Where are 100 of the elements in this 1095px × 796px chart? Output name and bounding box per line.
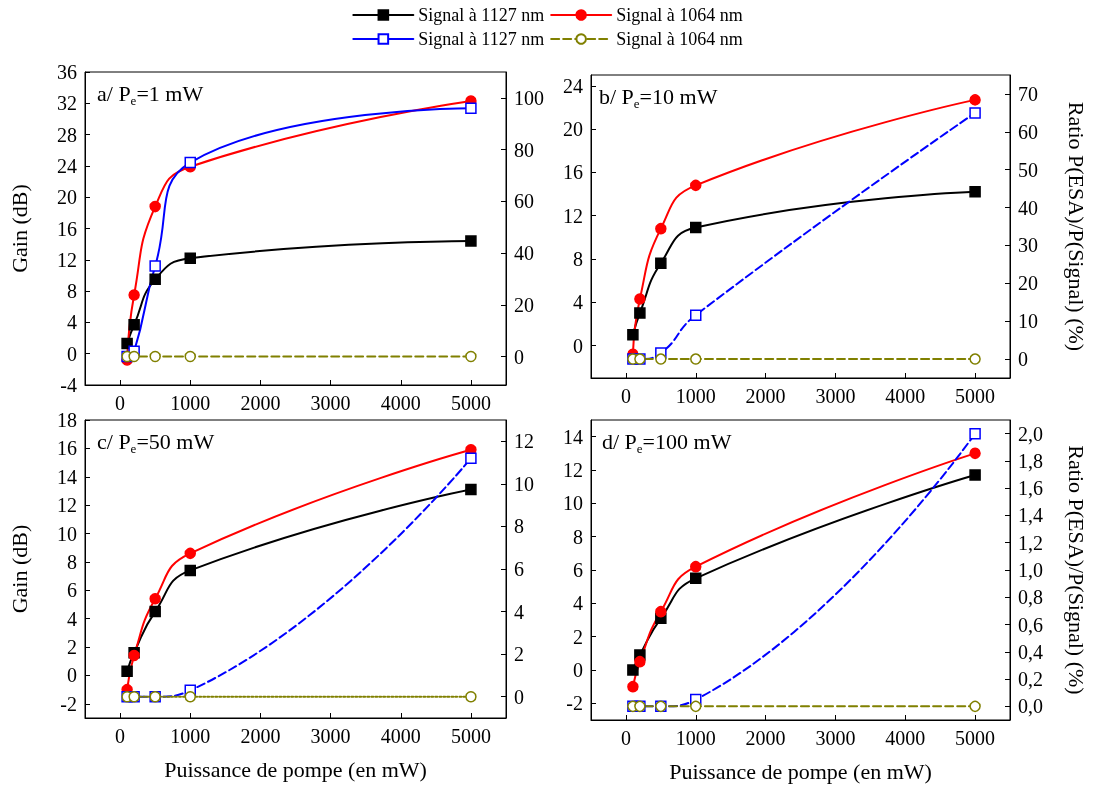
y-tick-label: 4 [67, 311, 77, 334]
y-tick-label: -4 [60, 374, 77, 396]
y-tick-label: 18 [57, 409, 77, 431]
x-tick-label: 4000 [885, 385, 926, 407]
y-tick-label: 16 [57, 217, 77, 240]
x-tick-label: 1000 [170, 725, 211, 747]
y2-tick-label: 8 [514, 515, 524, 538]
y-tick-label: 20 [563, 118, 583, 141]
x-tick-label: 0 [620, 727, 631, 749]
y-tick-label: 0 [67, 342, 77, 365]
y2-tick-label: 0,2 [1018, 668, 1043, 691]
x-tick-label: 0 [115, 392, 126, 414]
legend-label: Signal à 1064 nm [616, 29, 743, 49]
x-tick-label: 5000 [955, 385, 996, 407]
y-tick-label: 32 [57, 92, 77, 115]
y-tick-label: 14 [563, 425, 583, 448]
y2-tick-label: 0 [514, 345, 524, 368]
y-tick-label: 0 [573, 334, 583, 357]
y2-tick-label: 20 [514, 293, 534, 316]
y2-tick-label: 4 [514, 600, 524, 623]
y-tick-label: 4 [573, 291, 583, 314]
y2-tick-label: 1,0 [1018, 559, 1043, 581]
y2-tick-label: 50 [1018, 158, 1038, 181]
x-tick-label: 5000 [955, 727, 996, 749]
y2-tick-label: 1,2 [1018, 531, 1043, 554]
y2-tick-label: 6 [514, 558, 524, 580]
x-tick-label: 2000 [745, 385, 786, 407]
y2-tick-label: 60 [1018, 120, 1038, 143]
y2-tick-label: 0 [1018, 348, 1028, 371]
y-tick-label: 20 [57, 186, 77, 209]
y-tick-label: 2 [67, 636, 77, 659]
x-tick-label: 1000 [675, 727, 716, 749]
y-tick-label: 0 [67, 664, 77, 687]
x-tick-label: 5000 [450, 725, 491, 747]
x-tick-label: 4000 [885, 727, 926, 749]
y-axis-title: Gain (dB) [6, 524, 32, 614]
y-tick-label: 12 [57, 248, 77, 271]
y-tick-label: 12 [563, 204, 583, 227]
y2-tick-label: 2 [514, 643, 524, 666]
y-tick-label: 10 [563, 492, 583, 515]
y2-tick-label: 12 [514, 430, 534, 453]
x-axis-title: Puissance de pompe (en mW) [164, 756, 427, 782]
y2-tick-label: 0,4 [1018, 640, 1043, 663]
y-tick-label: 8 [573, 247, 583, 270]
y2-tick-label: 2,0 [1018, 422, 1043, 445]
y2-tick-label: 1,4 [1018, 504, 1043, 527]
y2-tick-label: 30 [1018, 234, 1038, 257]
x-tick-label: 3000 [310, 725, 351, 747]
y-tick-label: 8 [67, 280, 77, 303]
x-tick-label: 3000 [815, 727, 856, 749]
y-tick-label: 16 [563, 161, 583, 184]
x-tick-label: 0 [620, 385, 631, 407]
x-tick-label: 4000 [380, 392, 421, 414]
y-tick-label: 6 [573, 559, 583, 581]
x-tick-label: 0 [115, 725, 126, 747]
y-tick-label: 6 [67, 579, 77, 602]
y2-tick-label: 80 [514, 138, 534, 161]
y-tick-label: 14 [57, 465, 77, 488]
y-tick-label: 10 [57, 522, 77, 545]
x-tick-label: 3000 [310, 392, 351, 414]
y-tick-label: 28 [57, 123, 77, 146]
x-tick-label: 2000 [240, 725, 281, 747]
y2-tick-label: 0 [514, 685, 524, 708]
y-tick-label: -2 [60, 692, 77, 715]
y2-tick-label: 0,8 [1018, 586, 1043, 609]
y-tick-label: 4 [573, 592, 583, 615]
y-tick-label: 16 [57, 437, 77, 460]
y-tick-label: 0 [573, 659, 583, 681]
y-tick-label: -2 [566, 692, 583, 715]
legend-label: Signal à 1064 nm [616, 5, 743, 25]
y2-tick-label: 10 [514, 472, 534, 495]
y2-tick-label: 0,0 [1018, 695, 1043, 718]
y2-tick-label: 40 [514, 242, 534, 265]
y2-tick-label: 0,6 [1018, 613, 1043, 636]
x-axis-title: Puissance de pompe (en mW) [669, 758, 932, 784]
x-tick-label: 4000 [380, 725, 421, 747]
y-tick-label: 12 [563, 459, 583, 481]
y-axis-title: Gain (dB) [6, 184, 32, 273]
y-tick-label: 8 [573, 525, 583, 548]
x-tick-label: 2000 [240, 392, 281, 414]
y2-tick-label: 10 [1018, 310, 1038, 333]
y-tick-label: 24 [563, 74, 583, 97]
y-tick-label: 24 [57, 154, 77, 177]
y2-axis-title: Ratio P(ESA)/P(Signal) (%) [1063, 445, 1089, 695]
y2-tick-label: 70 [1018, 82, 1038, 105]
y2-tick-label: 40 [1018, 196, 1038, 219]
y2-tick-label: 20 [1018, 272, 1038, 295]
x-tick-label: 5000 [450, 392, 491, 414]
x-tick-label: 1000 [675, 385, 716, 407]
y-tick-label: 4 [67, 607, 77, 630]
x-tick-label: 1000 [170, 392, 211, 414]
y2-tick-label: 1,8 [1018, 449, 1043, 472]
legend-label: Signal à 1127 nm [418, 29, 545, 49]
y-tick-label: 36 [57, 61, 77, 83]
y2-tick-label: 1,6 [1018, 477, 1043, 500]
x-tick-label: 3000 [815, 385, 856, 407]
y-tick-label: 8 [67, 550, 77, 573]
x-tick-label: 2000 [745, 727, 786, 749]
y-tick-label: 12 [57, 494, 77, 517]
y2-tick-label: 100 [514, 86, 544, 109]
